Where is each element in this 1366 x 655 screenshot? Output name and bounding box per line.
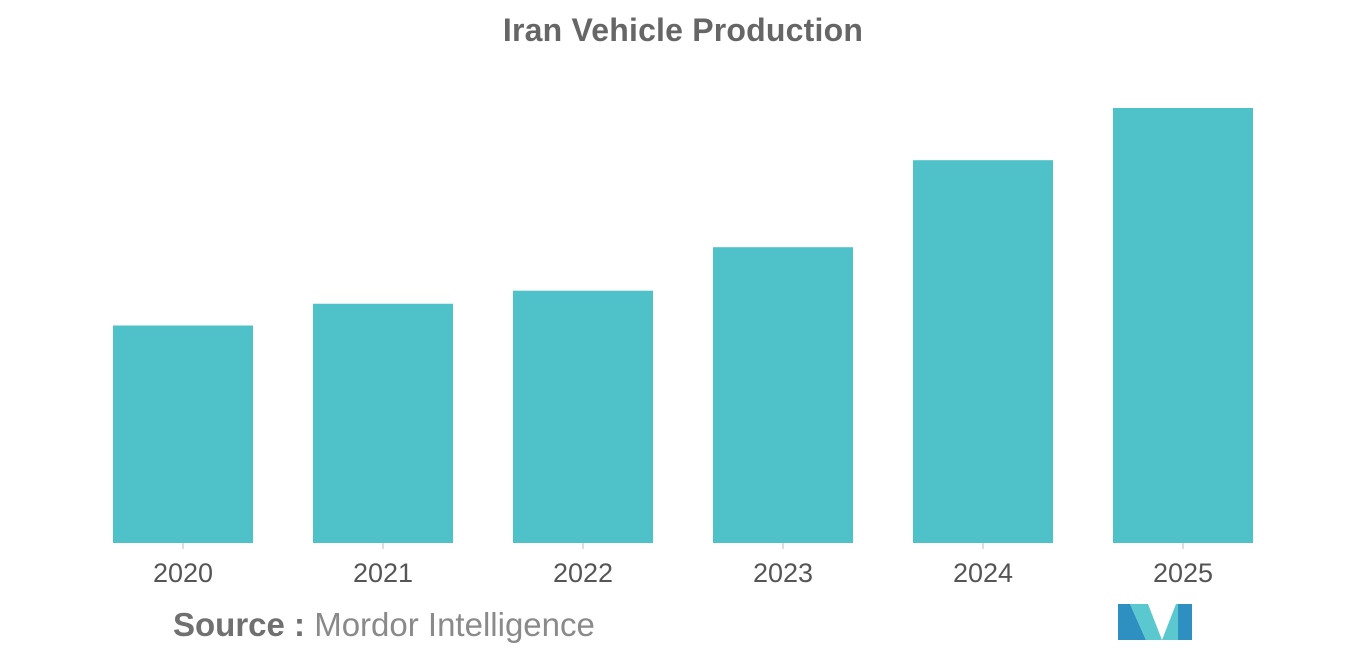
bar-2021 [313, 303, 453, 543]
x-tick-label-2024: 2024 [953, 558, 1013, 588]
x-axis-ticks: 2020 2021 2022 2023 2024 2025 [153, 543, 1213, 588]
bars-layer [113, 108, 1253, 543]
bar-2023 [713, 247, 853, 543]
bar-2025 [1113, 108, 1253, 543]
x-tick-label-2022: 2022 [553, 558, 613, 588]
chart-title: Iran Vehicle Production [502, 12, 864, 48]
bar-2024 [913, 160, 1053, 543]
x-tick-label-2021: 2021 [353, 558, 413, 588]
x-tick-label-2023: 2023 [753, 558, 813, 588]
source-value: Mordor Intelligence [314, 606, 595, 643]
source-label: Source : [173, 606, 306, 643]
bar-2022 [513, 290, 653, 543]
bar-2020 [113, 325, 253, 543]
source-credit: Source : Mordor Intelligence [173, 606, 595, 644]
x-tick-label-2020: 2020 [153, 558, 213, 588]
x-tick-label-2025: 2025 [1153, 558, 1213, 588]
mordor-intelligence-logo-icon [1118, 604, 1192, 640]
